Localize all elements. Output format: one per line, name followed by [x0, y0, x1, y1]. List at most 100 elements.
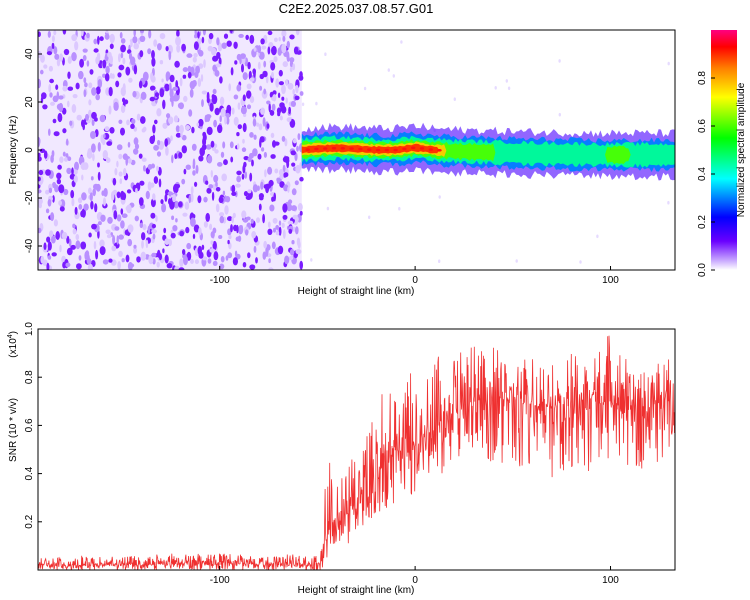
signal-peak: [428, 148, 433, 151]
noise-speckle: [253, 47, 257, 52]
noise-speckle: [267, 46, 271, 55]
noise-speckle: [116, 191, 121, 199]
noise-speckle: [285, 79, 288, 86]
noise-speckle: [299, 260, 304, 270]
spectrogram-y-ticks: -40 -20 0 20 40: [24, 48, 42, 253]
noise-speckle: [140, 251, 147, 261]
noise-speckle: [176, 44, 181, 53]
noise-speckle: [161, 203, 167, 213]
noise-speckle: [274, 168, 279, 174]
noise-speckle: [226, 40, 232, 47]
noise-speckle: [118, 171, 123, 177]
noise-speckle: [299, 176, 304, 182]
noise-speckle: [147, 164, 153, 170]
noise-speckle: [505, 79, 508, 83]
noise-speckle: [216, 51, 221, 59]
noise-speckle: [253, 69, 256, 78]
noise-speckle: [43, 150, 48, 159]
noise-speckle: [273, 56, 278, 63]
noise-speckle: [242, 72, 248, 81]
noise-speckle: [192, 56, 197, 63]
noise-speckle: [400, 40, 403, 44]
noise-speckle: [189, 88, 194, 98]
noise-speckle: [95, 86, 101, 95]
noise-speckle: [278, 226, 282, 236]
noise-speckle: [227, 216, 233, 222]
y-tick-label: 0.8: [24, 370, 35, 384]
noise-speckle: [38, 156, 42, 162]
noise-speckle: [282, 229, 286, 239]
noise-speckle: [289, 66, 293, 73]
noise-speckle: [236, 143, 240, 150]
noise-speckle: [213, 119, 218, 128]
noise-speckle: [125, 156, 128, 166]
noise-speckle: [280, 174, 284, 180]
noise-speckle: [203, 221, 208, 228]
noise-speckle: [299, 91, 304, 96]
noise-speckle: [238, 33, 244, 38]
noise-speckle: [206, 91, 210, 102]
noise-speckle: [82, 123, 85, 131]
noise-speckle: [256, 122, 260, 127]
noise-speckle: [67, 56, 72, 64]
colorbar: 0.0 0.2 0.4 0.6 0.8 Normalized spectral ampl…: [697, 30, 747, 277]
noise-speckle: [288, 106, 291, 115]
noise-speckle: [108, 105, 112, 115]
noise-speckle: [172, 225, 178, 232]
noise-speckle: [267, 30, 273, 36]
noise-speckle: [133, 244, 137, 249]
noise-speckle: [38, 169, 44, 176]
noise-speckle: [233, 116, 239, 126]
noise-speckle: [134, 143, 140, 150]
noise-speckle: [242, 94, 246, 102]
snr-y-label: SNR (10 * v/v): [8, 398, 19, 462]
noise-speckle: [66, 138, 69, 146]
noise-speckle: [281, 30, 287, 37]
noise-speckle: [207, 258, 212, 264]
noise-speckle: [257, 185, 260, 191]
noise-speckle: [53, 131, 60, 137]
signal-peak: [340, 147, 345, 150]
noise-speckle: [91, 143, 96, 153]
noise-speckle: [249, 264, 256, 270]
noise-speckle: [147, 48, 152, 55]
noise-speckle: [102, 197, 107, 207]
snr-y-ticks: 0.2 0.4 0.6 0.8 1.0: [24, 322, 42, 529]
noise-speckle: [108, 86, 113, 97]
noise-speckle: [212, 227, 217, 234]
noise-speckle: [125, 205, 131, 211]
noise-speckle: [221, 42, 227, 49]
noise-speckle: [113, 101, 119, 111]
y-tick-label: 0.6: [24, 418, 35, 432]
noise-speckle: [287, 82, 294, 90]
noise-speckle: [71, 104, 77, 113]
noise-speckle: [275, 78, 280, 88]
noise-speckle: [128, 263, 135, 268]
noise-speckle: [282, 61, 288, 68]
noise-speckle: [596, 234, 599, 239]
signal-peak: [402, 147, 407, 151]
noise-speckle: [278, 37, 281, 42]
noise-speckle: [249, 34, 255, 45]
noise-speckle: [172, 97, 179, 102]
noise-speckle: [273, 227, 276, 233]
noise-speckle: [193, 224, 200, 233]
noise-speckle: [227, 239, 230, 245]
noise-speckle: [295, 226, 299, 235]
noise-speckle: [161, 78, 164, 83]
noise-speckle: [127, 141, 131, 148]
noise-speckle: [180, 131, 183, 139]
noise-speckle: [267, 183, 272, 188]
noise-speckle: [159, 33, 166, 40]
noise-speckle: [278, 69, 283, 77]
noise-speckle: [135, 188, 138, 194]
noise-speckle: [75, 234, 80, 241]
noise-speckle: [284, 255, 290, 265]
noise-speckle: [277, 245, 284, 255]
noise-speckle: [128, 77, 133, 83]
noise-speckle: [266, 100, 271, 105]
noise-speckle: [139, 222, 143, 229]
noise-speckle: [195, 65, 201, 75]
noise-speckle: [38, 227, 42, 234]
noise-speckle: [111, 245, 117, 252]
